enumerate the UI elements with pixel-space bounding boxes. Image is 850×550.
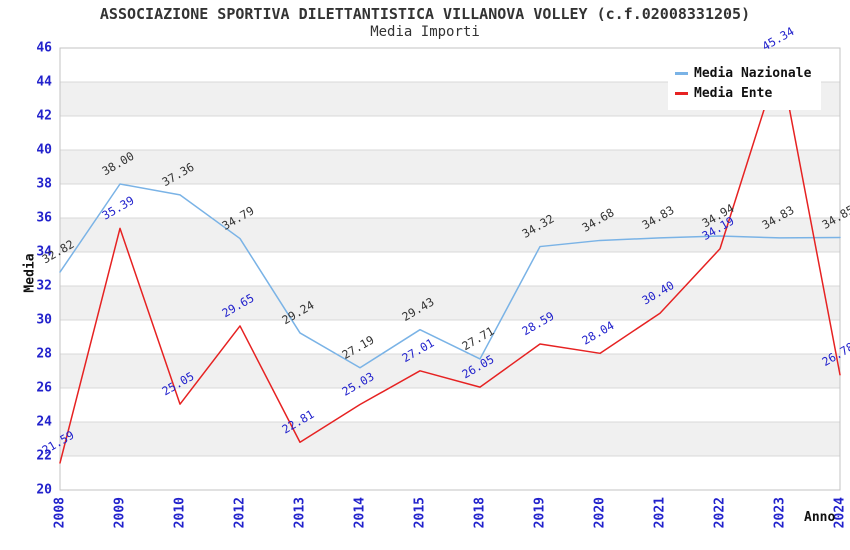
x-tick-label: 2024 [833, 497, 848, 528]
y-tick-label: 44 [36, 75, 52, 90]
x-axis-title: Anno [804, 510, 836, 525]
plot-band [60, 456, 840, 490]
y-tick-label: 30 [36, 313, 52, 328]
y-tick-label: 32 [36, 279, 52, 294]
y-tick-label: 42 [36, 109, 52, 124]
plot-border [59, 47, 841, 491]
plot-band [60, 422, 840, 456]
plot-band [60, 184, 840, 218]
plot-band [60, 218, 840, 252]
y-tick-label: 28 [36, 347, 52, 362]
y-axis-title: Media [22, 253, 38, 293]
legend-label-media-ente: Media Ente [694, 85, 773, 101]
y-tick-label: 46 [36, 41, 52, 56]
plot-band [60, 150, 840, 184]
series-line-media-nazionale [59, 183, 841, 369]
plot-band [60, 252, 840, 286]
chart-subtitle: Media Importi [370, 24, 480, 40]
y-tick-label: 34 [36, 245, 52, 260]
plot-band [60, 116, 840, 150]
y-tick-label: 40 [36, 143, 52, 158]
x-tick-label: 2019 [533, 497, 548, 528]
y-tick-label: 22 [36, 449, 52, 464]
x-tick-label: 2020 [593, 497, 608, 528]
y-tick-label: 24 [36, 415, 52, 430]
x-tick-label: 2022 [713, 497, 728, 528]
x-tick-label: 2014 [353, 497, 368, 528]
plot-band [60, 320, 840, 354]
series-line-media-ente [59, 58, 841, 464]
x-tick-label: 2012 [233, 497, 248, 528]
plot-band [60, 286, 840, 320]
x-tick-label: 2015 [413, 497, 428, 528]
x-tick-label: 2023 [773, 497, 788, 528]
y-tick-label: 38 [36, 177, 52, 192]
y-tick-label: 20 [36, 483, 52, 498]
legend-item-media-ente: Media Ente [675, 83, 811, 103]
x-tick-label: 2009 [113, 497, 128, 528]
y-tick-label: 26 [36, 381, 52, 396]
legend-label-media-nazionale: Media Nazionale [694, 65, 812, 81]
plot-band [60, 354, 840, 388]
x-tick-label: 2018 [473, 497, 488, 528]
media-nazionale-line-swatch [675, 71, 688, 75]
x-tick-label: 2010 [173, 497, 188, 528]
legend: Media Nazionale Media Ente [668, 58, 822, 110]
legend-item-media-nazionale: Media Nazionale [675, 63, 811, 83]
plot-band [60, 388, 840, 422]
media-ente-line-swatch [675, 91, 688, 95]
chart-title: ASSOCIAZIONE SPORTIVA DILETTANTISTICA VI… [99, 5, 751, 23]
x-tick-label: 2021 [653, 497, 668, 528]
y-tick-label: 36 [36, 211, 52, 226]
x-tick-label: 2013 [293, 497, 308, 528]
x-tick-label: 2008 [53, 497, 68, 528]
